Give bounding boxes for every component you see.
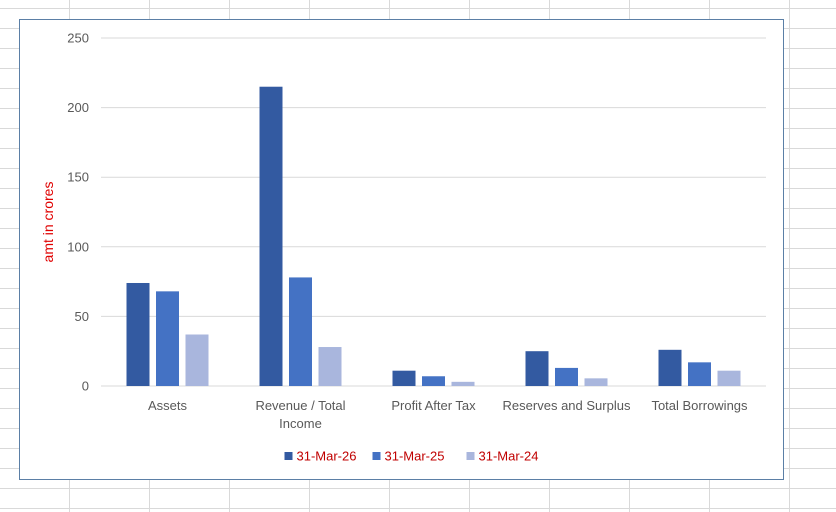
x-tick-label-line: Revenue / Total <box>255 398 345 413</box>
y-tick-label: 50 <box>75 309 89 324</box>
y-tick-label: 150 <box>67 170 89 185</box>
legend-item: 31-Mar-26 <box>284 449 357 464</box>
bar <box>259 86 283 386</box>
legend-swatch <box>466 452 475 460</box>
bar <box>392 370 416 386</box>
bar <box>584 378 608 386</box>
bar <box>451 381 475 386</box>
legend-label: 31-Mar-25 <box>385 449 445 464</box>
legend-item: 31-Mar-25 <box>372 449 445 464</box>
bar <box>185 334 209 386</box>
bar <box>289 277 312 386</box>
legend-item: 31-Mar-24 <box>466 449 539 464</box>
legend-swatch <box>284 452 293 460</box>
x-tick-label: Revenue / Total Income <box>255 398 345 431</box>
bar <box>525 351 549 386</box>
x-tick-label: Profit After Tax <box>391 398 476 413</box>
legend-label: 31-Mar-26 <box>297 449 357 464</box>
x-tick-label: Reserves and Surplus <box>503 398 631 413</box>
bar <box>318 347 342 386</box>
y-tick-label: 200 <box>67 100 89 115</box>
bar <box>126 282 150 386</box>
x-tick-label-line: Assets <box>148 398 188 413</box>
legend: 31-Mar-26 31-Mar-25 31-Mar-24 <box>284 449 539 464</box>
x-tick-label-line: Profit After Tax <box>391 398 476 413</box>
y-tick-label: 0 <box>82 379 89 394</box>
bar-chart: 0 50 100 150 200 250 amt in crores Assets Revenu… <box>40 31 766 464</box>
legend-label: 31-Mar-24 <box>479 449 539 464</box>
y-tick-label: 250 <box>67 31 89 46</box>
x-tick-label: Assets <box>148 398 188 413</box>
y-tick-label: 100 <box>67 239 89 254</box>
x-tick-label-line: Total Borrowings <box>651 398 748 413</box>
bar <box>422 376 445 386</box>
bar <box>688 362 711 386</box>
y-axis-title: amt in crores <box>40 182 56 263</box>
bar <box>555 367 578 386</box>
x-tick-label-line: Reserves and Surplus <box>503 398 631 413</box>
chart-frame: 0 50 100 150 200 250 amt in crores Assets Revenu… <box>19 19 784 480</box>
bar <box>658 349 682 386</box>
x-tick-label: Total Borrowings <box>651 398 748 413</box>
bar <box>156 291 179 386</box>
legend-swatch <box>372 452 381 460</box>
bar <box>717 370 741 386</box>
x-tick-label-line: Income <box>279 416 322 431</box>
